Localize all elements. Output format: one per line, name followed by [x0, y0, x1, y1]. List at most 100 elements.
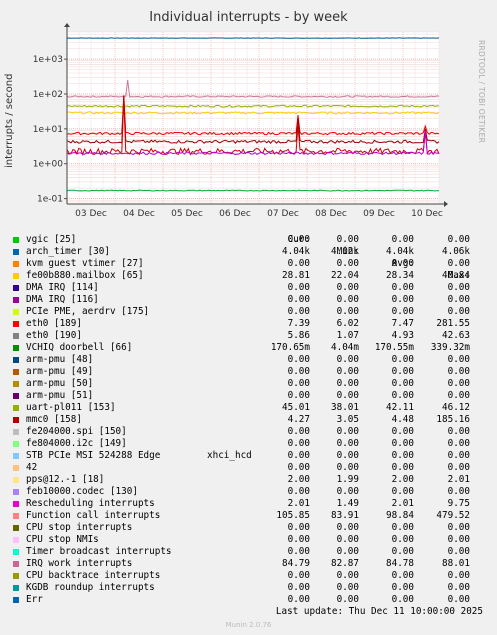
legend-cur: 0.00 — [287, 234, 310, 245]
legend-swatch — [13, 333, 19, 339]
y-axis-arrow — [64, 23, 70, 27]
legend-min: 38.01 — [331, 402, 359, 413]
legend-avg: 98.84 — [386, 510, 414, 521]
legend-max: 0.00 — [447, 570, 470, 581]
legend-max: 0.00 — [447, 594, 470, 605]
legend-swatch — [13, 537, 19, 543]
legend-min: 1.99 — [336, 474, 359, 485]
legend-row: PCIe PME, aerdrv [175] 0.00 0.00 0.00 0.00 — [0, 306, 497, 318]
legend-avg: 0.00 — [391, 426, 414, 437]
legend-min: 0.00 — [336, 582, 359, 593]
legend-label: Timer broadcast interrupts — [26, 546, 172, 557]
x-tick-label: 09 Dec — [363, 209, 395, 219]
legend-min: 4.04m — [331, 342, 359, 353]
legend-avg: 0.00 — [391, 594, 414, 605]
legend-swatch — [13, 453, 19, 459]
legend-row: feb10000.codec [130] 0.00 0.00 0.00 0.00 — [0, 486, 497, 498]
header-avg: Avg: — [391, 258, 414, 269]
legend-min: 3.05 — [336, 414, 359, 425]
legend-avg: 42.11 — [386, 402, 414, 413]
legend-swatch — [13, 417, 19, 423]
legend-cur: 28.81 — [282, 270, 310, 281]
legend-label: kvm guest vtimer [27] — [26, 258, 144, 269]
legend-max: 479.52 — [436, 510, 470, 521]
legend-label: arm-pmu [49] — [26, 366, 94, 377]
series-line — [66, 111, 440, 115]
legend-row: vgic [25] 0.00 0.00 0.00 0.00 — [0, 234, 497, 246]
legend-min: 0.00 — [336, 450, 359, 461]
legend-cur: 5.86 — [287, 330, 310, 341]
legend-row: arm-pmu [49] 0.00 0.00 0.00 0.00 — [0, 366, 497, 378]
legend-min: 0.00 — [336, 282, 359, 293]
legend-label: 42 — [26, 462, 38, 473]
x-tick-label: 04 Dec — [123, 209, 155, 219]
legend-min: 22.04 — [331, 270, 359, 281]
legend-cur: 170.65m — [270, 342, 310, 353]
legend-max: 0.00 — [447, 378, 470, 389]
legend-label: vgic [25] — [26, 234, 77, 245]
legend-label: arm-pmu [50] — [26, 378, 94, 389]
legend-max: 9.75 — [447, 498, 470, 509]
legend-row: fe00b880.mailbox [65] 28.81 22.04 28.34 40.8… — [0, 270, 497, 282]
series-line — [66, 130, 440, 156]
legend-min: 0.00 — [336, 534, 359, 545]
legend-min: 0.00 — [336, 378, 359, 389]
legend-cur: 0.00 — [287, 486, 310, 497]
legend-avg: 2.01 — [391, 498, 414, 509]
legend-swatch — [13, 465, 19, 471]
x-axis-arrow — [444, 201, 448, 207]
y-tick-label: 1e+03 — [33, 55, 63, 65]
legend-min: 0.00 — [336, 546, 359, 557]
legend-label: DMA IRQ [114] — [26, 282, 99, 293]
legend-cur: 0.00 — [287, 570, 310, 581]
legend-swatch — [13, 261, 19, 267]
legend-avg: 0.00 — [391, 306, 414, 317]
legend-max: 281.55 — [436, 318, 470, 329]
legend-max: 0.00 — [447, 546, 470, 557]
legend-max: 0.00 — [447, 450, 470, 461]
legend-avg: 0.00 — [391, 462, 414, 473]
legend-min: 0.00 — [336, 366, 359, 377]
legend-min: 6.02 — [336, 318, 359, 329]
legend-cur: 4.04k — [282, 246, 310, 257]
legend-min: 83.91 — [331, 510, 359, 521]
legend-max: 46.12 — [442, 402, 470, 413]
legend-row: Timer broadcast interrupts 0.00 0.00 0.00 0.… — [0, 546, 497, 558]
legend-label: Rescheduling interrupts — [26, 498, 155, 509]
legend-swatch — [13, 489, 19, 495]
legend-row: uart-pl011 [153] 45.01 38.01 42.11 46.12 — [0, 402, 497, 414]
legend-cur: 105.85 — [276, 510, 310, 521]
legend-row: IRQ work interrupts 84.79 82.87 84.78 88.01 — [0, 558, 497, 570]
legend-min: 0.00 — [336, 258, 359, 269]
legend-swatch — [13, 405, 19, 411]
legend-max: 42.63 — [442, 330, 470, 341]
legend-row: eth0 [190] 5.86 1.07 4.93 42.63 — [0, 330, 497, 342]
munin-version: Munin 2.0.76 — [225, 621, 272, 629]
legend-row: VCHIQ doorbell [66] 170.65m 4.04m 170.55m 33… — [0, 342, 497, 354]
legend-avg: 0.00 — [391, 486, 414, 497]
legend-cur: 0.00 — [287, 390, 310, 401]
legend-max: 0.00 — [447, 390, 470, 401]
legend-row: KGDB roundup interrupts 0.00 0.00 0.00 0.00 — [0, 582, 497, 594]
legend-avg: 2.00 — [391, 474, 414, 485]
legend-label: STB PCIe MSI 524288 Edge — [26, 450, 161, 461]
y-tick-label: 1e+00 — [33, 160, 64, 170]
y-tick-label: 1e+01 — [33, 125, 63, 135]
header-cur: Cur: — [287, 234, 310, 245]
legend-avg: 0.00 — [391, 282, 414, 293]
legend-cur: 0.00 — [287, 258, 310, 269]
legend-row: CPU backtrace interrupts 0.00 0.00 0.00 0.00 — [0, 570, 497, 582]
legend-label: DMA IRQ [116] — [26, 294, 99, 305]
legend-avg: 4.48 — [391, 414, 414, 425]
x-tick-label: 07 Dec — [267, 209, 299, 219]
legend-swatch — [13, 561, 19, 567]
legend-max: 0.00 — [447, 282, 470, 293]
series-line — [66, 95, 440, 136]
legend-min: 0.00 — [336, 294, 359, 305]
legend-avg: 0.00 — [391, 522, 414, 533]
legend-min: 1.07 — [336, 330, 359, 341]
legend-row: arm-pmu [50] 0.00 0.00 0.00 0.00 — [0, 378, 497, 390]
legend-swatch — [13, 441, 19, 447]
series-line — [66, 189, 440, 192]
legend-label: CPU backtrace interrupts — [26, 570, 161, 581]
